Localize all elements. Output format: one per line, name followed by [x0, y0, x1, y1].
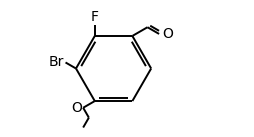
Text: O: O	[71, 101, 82, 115]
Text: O: O	[162, 27, 173, 41]
Text: Br: Br	[49, 55, 64, 69]
Text: F: F	[91, 10, 99, 24]
